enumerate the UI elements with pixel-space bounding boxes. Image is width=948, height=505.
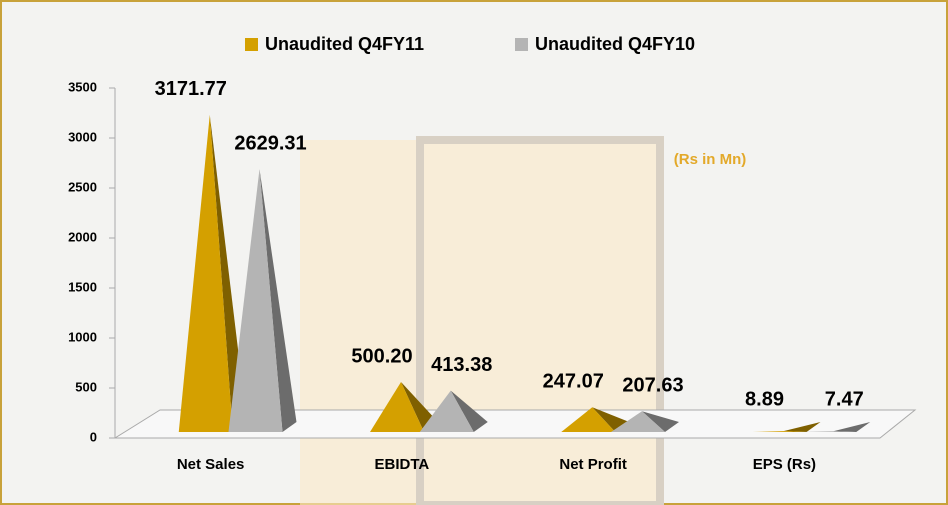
y-tick-label: 1500 (68, 279, 97, 294)
floor (113, 409, 917, 439)
x-tick-label: Net Profit (559, 456, 627, 473)
pyramid-side (450, 390, 488, 432)
y-tick-label: 500 (75, 379, 97, 394)
pyramid (419, 390, 474, 432)
pyramid (752, 431, 807, 432)
pyramid-side (592, 407, 630, 432)
y-tick-label: 2500 (68, 179, 97, 194)
x-tick-label: EBIDTA (375, 456, 430, 473)
y-tick-label: 0 (90, 429, 97, 444)
watermark (300, 140, 660, 505)
pyramid (610, 411, 665, 432)
value-label: 3171.77 (155, 78, 227, 100)
value-label: 500.20 (351, 345, 412, 367)
pyramid (228, 169, 283, 432)
annotation: (Rs in Mn) (674, 151, 747, 168)
legend-swatch (515, 38, 528, 51)
pyramid (561, 407, 616, 432)
value-label: 2629.31 (234, 132, 306, 154)
pyramid (370, 381, 425, 432)
pyramid-side (259, 169, 297, 432)
value-label: 207.63 (622, 375, 683, 397)
pyramid-side (401, 381, 439, 432)
pyramid (178, 114, 233, 432)
pyramid-side (833, 422, 871, 432)
pyramid-side (641, 411, 679, 432)
pyramid-side (783, 422, 821, 432)
x-tick-label: Net Sales (177, 456, 245, 473)
value-label: 8.89 (745, 388, 784, 410)
value-label: 247.07 (543, 371, 604, 393)
pyramid (802, 431, 857, 432)
legend-label: Unaudited Q4FY11 (265, 34, 424, 54)
value-label: 413.38 (431, 354, 492, 376)
value-label: 7.47 (825, 388, 864, 410)
legend-swatch (245, 38, 258, 51)
watermark-frame (416, 136, 664, 505)
y-tick-label: 2000 (68, 229, 97, 244)
pyramid-side (209, 114, 247, 432)
y-tick-label: 3500 (68, 79, 97, 94)
y-tick-label: 1000 (68, 329, 97, 344)
legend-label: Unaudited Q4FY10 (535, 34, 695, 54)
x-tick-label: EPS (Rs) (753, 456, 816, 473)
y-tick-label: 3000 (68, 129, 97, 144)
